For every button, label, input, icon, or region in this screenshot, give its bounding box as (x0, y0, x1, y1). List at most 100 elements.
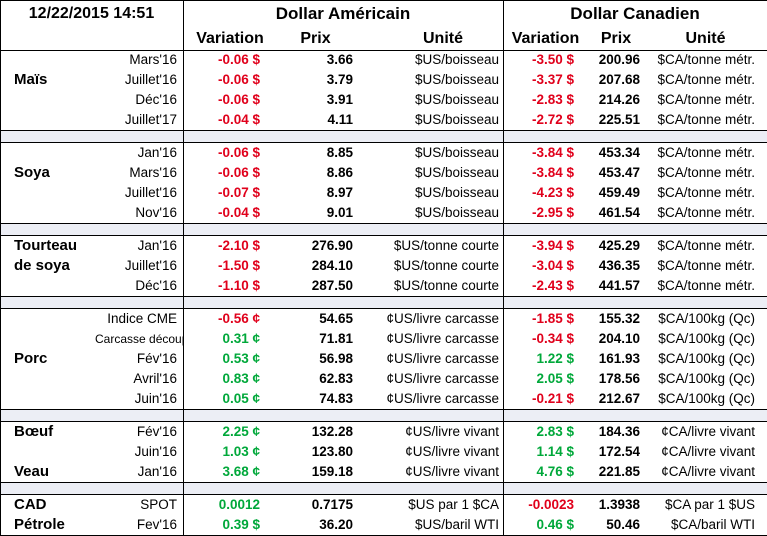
period-label: Mars'16 (129, 165, 177, 180)
usd-unit: $US/tonne courte (393, 258, 499, 273)
cad-unit: $CA/tonne métr. (657, 92, 755, 107)
period-label: Jan'16 (137, 464, 177, 479)
usd-unit: $US/baril WTI (414, 517, 499, 532)
cad-variation: 2.83 $ (536, 424, 574, 439)
usd-variation: 0.39 $ (222, 517, 260, 532)
cad-variation: 4.76 $ (536, 464, 574, 479)
usd-unit: ¢US/livre carcasse (386, 391, 499, 406)
usd-variation: -1.10 $ (217, 278, 260, 293)
cad-price: 436.35 (598, 258, 640, 273)
cad-price: 425.29 (598, 238, 640, 253)
table-row: Porc Fév'16 0.53 ¢ 56.98 ¢US/livre carcasse 1… (0, 349, 767, 369)
usd-unit: $US/boisseau (414, 52, 499, 67)
usd-price: 9.01 (326, 205, 353, 220)
period-label: Juillet'16 (124, 185, 177, 200)
cad-unit: $CA/tonne métr. (657, 278, 755, 293)
usd-price: 74.83 (319, 391, 353, 406)
category-label (0, 203, 95, 223)
usd-price: 276.90 (311, 238, 353, 253)
period-label: Juin'16 (134, 391, 177, 406)
cad-variation: -3.84 $ (531, 165, 574, 180)
cad-price: 453.47 (598, 165, 640, 180)
cad-price: 200.96 (598, 52, 640, 67)
period-label: Juillet'16 (124, 258, 177, 273)
cad-price: 155.32 (598, 311, 640, 326)
table-row: CAD SPOT 0.0012 0.7175 $US par 1 $CA -0.0023 1… (0, 495, 767, 515)
usd-unit: ¢US/livre vivant (405, 444, 499, 459)
usd-unit: $US/tonne courte (393, 238, 499, 253)
cad-variation: 1.22 $ (536, 351, 574, 366)
table-row: Juin'16 0.05 ¢ 74.83 ¢US/livre carcasse -0.2… (0, 389, 767, 409)
category-label (0, 309, 95, 329)
category-label: Bœuf (14, 423, 54, 440)
usd-unit: $US/tonne courte (393, 278, 499, 293)
cad-price: 214.26 (598, 92, 640, 107)
usd-price: 8.97 (326, 185, 353, 200)
period-label: Déc'16 (135, 92, 177, 107)
category-label (0, 389, 95, 409)
cad-unit: $CA/tonne métr. (657, 238, 755, 253)
usd-price: 123.80 (311, 444, 353, 459)
period-label: Jan'16 (137, 145, 177, 160)
cad-unit: ¢CA/livre vivant (661, 424, 755, 439)
usd-variation: 0.83 ¢ (222, 371, 260, 386)
divider (183, 0, 184, 535)
category-label: Maïs (14, 71, 48, 88)
cad-variation: -0.21 $ (531, 391, 574, 406)
category-label (0, 442, 95, 462)
cad-price: 1.3938 (598, 497, 640, 512)
usd-variation: -0.06 $ (217, 165, 260, 180)
cad-unit: $CA/tonne métr. (657, 185, 755, 200)
cad-variation: -4.23 $ (531, 185, 574, 200)
category-label: Porc (14, 350, 48, 367)
usd-variation: 3.68 ¢ (222, 464, 260, 479)
usd-variation: -0.06 $ (217, 72, 260, 87)
usd-unit: $US/boisseau (414, 92, 499, 107)
table-row: Déc'16 -0.06 $ 3.91 $US/boisseau -2.83 $ 214.… (0, 90, 767, 110)
usd-unit: ¢US/livre carcasse (386, 311, 499, 326)
cad-unit: $CA/100kg (Qc) (658, 391, 755, 406)
usd-variation: -0.56 ¢ (217, 311, 260, 326)
usd-price: 3.66 (326, 52, 353, 67)
section-separator (0, 409, 767, 422)
table-row: Indice CME -0.56 ¢ 54.65 ¢US/livre carcasse… (0, 309, 767, 329)
usd-price: 159.18 (311, 464, 353, 479)
cad-variation: -2.43 $ (531, 278, 574, 293)
usd-unit: ¢US/livre vivant (405, 464, 499, 479)
cad-unit: $CA/tonne métr. (657, 258, 755, 273)
section-separator (0, 296, 767, 309)
table-row: Bœuf Fév'16 2.25 ¢ 132.28 ¢US/livre vivant 2.… (0, 422, 767, 442)
divider (503, 0, 504, 535)
usd-variation: -0.07 $ (217, 185, 260, 200)
cad-variation: -2.83 $ (531, 92, 574, 107)
cad-unit: $CA/tonne métr. (657, 205, 755, 220)
usd-price: 71.81 (319, 331, 353, 346)
usd-variation: 0.05 ¢ (222, 391, 260, 406)
usd-variation: -1.50 $ (217, 258, 260, 273)
table-row: Déc'16 -1.10 $ 287.50 $US/tonne courte -2.43… (0, 276, 767, 296)
category-label: CAD (14, 496, 47, 513)
table-row: Juillet'16 -0.07 $ 8.97 $US/boisseau -4.23 $… (0, 183, 767, 203)
usd-price: 284.10 (311, 258, 353, 273)
section-separator (0, 223, 767, 236)
cad-prix-header: Prix (600, 30, 632, 47)
cad-variation: -2.95 $ (531, 205, 574, 220)
cad-price: 441.57 (598, 278, 640, 293)
cad-unit: $CA/tonne métr. (657, 145, 755, 160)
cad-unit: $CA/tonne métr. (657, 72, 755, 87)
cad-price: 459.49 (598, 185, 640, 200)
timestamp: 12/22/2015 14:51 (28, 5, 155, 22)
usd-unit: ¢US/livre carcasse (386, 331, 499, 346)
cad-price: 207.68 (598, 72, 640, 87)
cad-price: 221.85 (598, 464, 640, 479)
cad-price: 50.46 (606, 517, 640, 532)
usd-variation: 0.31 ¢ (222, 331, 260, 346)
usd-price: 54.65 (319, 311, 353, 326)
cad-price: 161.93 (598, 351, 640, 366)
cad-variation: -3.37 $ (531, 72, 574, 87)
usd-variation: -0.06 $ (217, 52, 260, 67)
period-label: Fév'16 (136, 424, 177, 439)
period-label: Avril'16 (133, 371, 177, 386)
period-label: Jan'16 (137, 238, 177, 253)
